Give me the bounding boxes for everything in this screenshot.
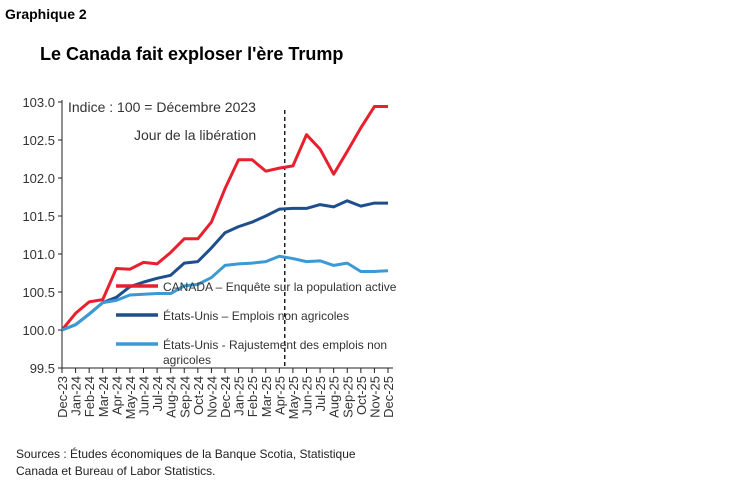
x-tick-label: Jan-25: [232, 376, 247, 416]
x-tick-label: Dec-23: [55, 376, 70, 418]
chart-subtitle: Indice : 100 = Décembre 2023: [68, 99, 256, 115]
x-tick-label: Jan-24: [69, 376, 84, 416]
legend-label-0: CANADA – Enquête sur la population activ…: [163, 280, 397, 294]
source-note: Sources : Études économiques de la Banqu…: [16, 447, 356, 478]
y-tick-label: 100.5: [22, 285, 55, 300]
x-tick-label: Aug-24: [164, 376, 179, 418]
x-tick-label: Jul-24: [150, 376, 165, 411]
y-tick-label: 101.5: [22, 209, 55, 224]
x-tick-label: Jul-25: [313, 376, 328, 411]
y-tick-label: 100.0: [22, 323, 55, 338]
x-tick-label: May-25: [286, 376, 301, 419]
y-tick-label: 103.0: [22, 95, 55, 110]
annotation-label: Jour de la libération: [134, 127, 256, 143]
x-tick-label: Feb-25: [245, 376, 260, 417]
x-tick-label: Sep-25: [340, 376, 355, 418]
figure-label: Graphique 2: [5, 6, 87, 22]
x-tick-label: Dec-25: [381, 376, 396, 418]
x-tick-label: Jun-24: [137, 376, 152, 416]
legend-label-1: États-Unis – Emplois non agricoles: [163, 308, 349, 323]
x-tick-label: Mar-24: [96, 376, 111, 417]
legend-label-2: États-Unis - Rajustement des emplois non…: [163, 337, 387, 367]
x-tick-label: Oct-24: [191, 376, 206, 415]
chart-title: Le Canada fait exploser l'ère Trump: [40, 44, 344, 64]
x-tick-label: Apr-24: [109, 376, 124, 415]
x-tick-label: Feb-24: [82, 376, 97, 417]
y-tick-label: 101.0: [22, 247, 55, 262]
x-tick-label: Dec-24: [218, 376, 233, 418]
x-tick-label: Jun-25: [300, 376, 315, 416]
x-tick-label: Mar-25: [259, 376, 274, 417]
x-tick-label: Nov-24: [204, 376, 219, 418]
x-tick-label: Aug-25: [327, 376, 342, 418]
x-tick-label: May-24: [123, 376, 138, 419]
x-tick-label: Sep-24: [177, 376, 192, 418]
y-tick-label: 102.0: [22, 171, 55, 186]
y-tick-label: 102.5: [22, 133, 55, 148]
x-tick-label: Apr-25: [272, 376, 287, 415]
x-tick-label: Oct-25: [354, 376, 369, 415]
y-tick-label: 99.5: [30, 361, 55, 376]
x-tick-label: Nov-25: [367, 376, 382, 418]
